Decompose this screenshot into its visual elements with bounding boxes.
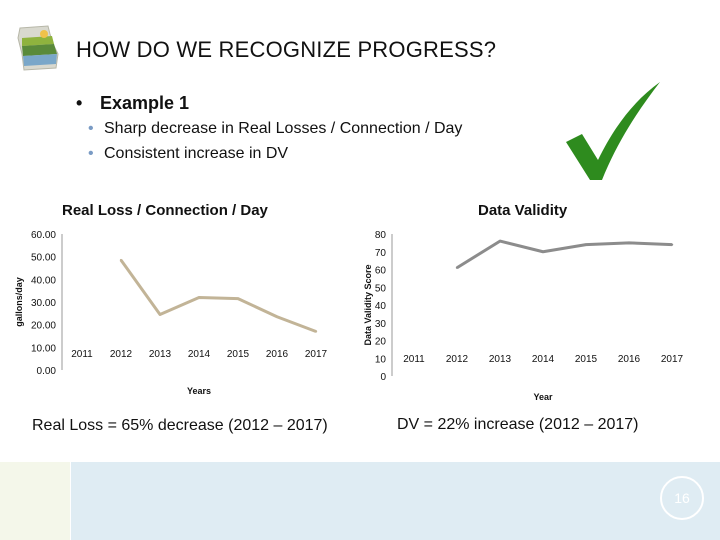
- real-loss-y-tick-label: 30.00: [31, 298, 56, 309]
- page-title: HOW DO WE RECOGNIZE PROGRESS?: [76, 37, 497, 62]
- data-validity-series-line: [456, 239, 673, 270]
- data-validity-data-point: [541, 250, 545, 253]
- sub-bullet: • Consistent increase in DV: [88, 145, 288, 163]
- bullet-label: Example 1: [100, 93, 190, 113]
- data-validity-x-tick-label: 2015: [575, 354, 598, 365]
- sub-bullet-dot-icon: •: [88, 120, 94, 137]
- data-validity-y-tick-label: 10: [375, 354, 387, 365]
- bullet-dot-icon: •: [76, 93, 83, 113]
- real-loss-x-tick-label: 2015: [227, 349, 250, 360]
- data-validity-data-point: [584, 243, 588, 246]
- real-loss-data-point: [197, 296, 201, 299]
- sub-bullet-text: Sharp decrease in Real Losses / Connecti…: [104, 120, 463, 137]
- data-validity-x-tick-label: 2011: [403, 354, 425, 365]
- data-validity-data-point: [498, 239, 502, 243]
- real-loss-y-tick-label: 20.00: [31, 321, 56, 332]
- data-validity-y-tick-label: 30: [375, 319, 387, 330]
- georgia-state-logo-icon: [17, 25, 59, 71]
- data-validity-y-axis-label: Data Validity Score: [363, 264, 373, 345]
- data-validity-y-tick-label: 20: [375, 337, 387, 348]
- real-loss-x-tick-label: 2017: [305, 349, 328, 360]
- data-validity-data-point: [670, 243, 674, 246]
- real-loss-y-tick-label: 50.00: [31, 253, 56, 264]
- data-validity-x-tick-label: 2017: [661, 354, 684, 365]
- data-validity-data-point: [627, 241, 631, 245]
- real-loss-y-tick-label: 40.00: [31, 275, 56, 286]
- caption-real-loss: Real Loss = 65% decrease (2012 – 2017): [32, 417, 328, 434]
- real-loss-x-axis-label: Years: [187, 386, 211, 396]
- real-loss-data-point: [119, 258, 123, 262]
- data-validity-x-tick-label: 2012: [446, 354, 469, 365]
- data-validity-y-tick-label: 0: [380, 372, 386, 383]
- data-validity-data-point: [455, 266, 459, 269]
- checkmark-icon: [566, 82, 660, 180]
- real-loss-data-point: [236, 297, 240, 300]
- real-loss-x-tick-label: 2013: [149, 349, 172, 360]
- footer-left-panel: [0, 462, 71, 540]
- real-loss-y-tick-label: 0.00: [37, 366, 57, 377]
- data-validity-x-tick-label: 2013: [489, 354, 512, 365]
- data-validity-x-axis-label: Year: [533, 392, 553, 402]
- real-loss-x-tick-label: 2014: [188, 349, 211, 360]
- data-validity-y-tick-label: 50: [375, 283, 387, 294]
- real-loss-x-tick-label: 2012: [110, 349, 133, 360]
- sub-bullet: • Sharp decrease in Real Losses / Connect…: [88, 120, 462, 138]
- sub-bullet-text: Consistent increase in DV: [104, 145, 289, 162]
- caption-data-validity: DV = 22% increase (2012 – 2017): [397, 416, 639, 433]
- real-loss-data-point: [158, 313, 162, 316]
- sub-bullet-dot-icon: •: [88, 145, 94, 162]
- data-validity-x-tick-label: 2014: [532, 354, 555, 365]
- data-validity-y-tick-label: 40: [375, 301, 387, 312]
- bullet-example: • Example 1: [76, 93, 189, 114]
- real-loss-y-axis-label: gallons/day: [14, 277, 24, 327]
- real-loss-y-tick-label: 10.00: [31, 343, 56, 354]
- data-validity-y-tick-label: 80: [375, 230, 387, 241]
- real-loss-series-line: [119, 259, 317, 333]
- real-loss-x-tick-label: 2011: [71, 349, 93, 360]
- real-loss-data-point: [314, 330, 318, 333]
- page-number: 16: [660, 476, 704, 520]
- chart-title-real-loss: Real Loss / Connection / Day: [62, 202, 268, 219]
- real-loss-data-point: [275, 315, 279, 318]
- real-loss-y-tick-label: 60.00: [31, 230, 56, 241]
- footer-band: [0, 462, 720, 540]
- data-validity-x-tick-label: 2016: [618, 354, 641, 365]
- real-loss-x-tick-label: 2016: [266, 349, 289, 360]
- chart-title-data-validity: Data Validity: [478, 202, 568, 219]
- data-validity-y-tick-label: 60: [375, 266, 387, 277]
- data-validity-y-tick-label: 70: [375, 248, 387, 259]
